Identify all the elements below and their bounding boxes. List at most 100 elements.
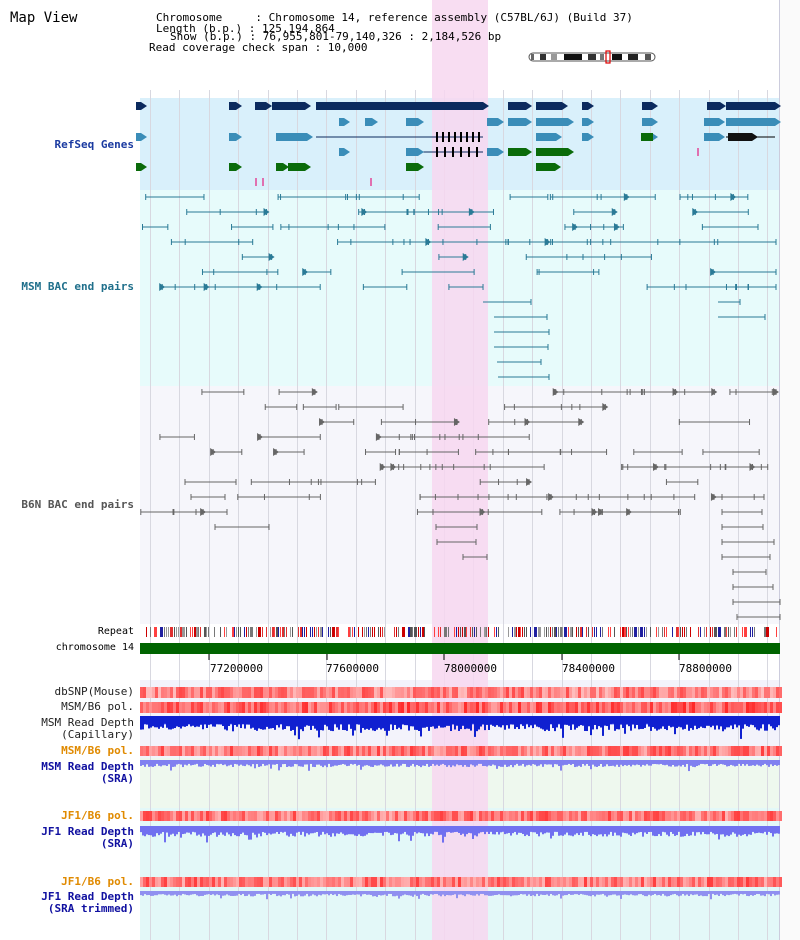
- repeat-mark: [488, 627, 489, 637]
- heat-cell: [515, 877, 518, 887]
- depth-bar: [374, 826, 376, 833]
- depth-bar: [306, 826, 308, 834]
- heat-cell: [182, 877, 185, 887]
- depth-bar: [302, 716, 304, 732]
- heat-cell: [440, 746, 443, 756]
- heat-cell: [221, 877, 224, 887]
- repeat-mark: [330, 627, 331, 637]
- depth-bar: [680, 891, 682, 896]
- depth-bar: [724, 826, 726, 837]
- depth-bar: [302, 760, 304, 767]
- bac-arrow: [263, 208, 270, 216]
- gene-block: [726, 118, 775, 126]
- depth-bar: [242, 716, 244, 724]
- depth-bar: [582, 760, 584, 764]
- depth-bar: [296, 716, 298, 727]
- bac-arrow: [598, 508, 605, 516]
- b6n-bac-track[interactable]: [140, 388, 781, 620]
- heat-cell: [479, 746, 482, 756]
- depth-bar: [266, 826, 268, 836]
- heat-cell: [158, 702, 161, 713]
- heat-cell: [425, 746, 428, 756]
- depth-bar: [534, 716, 536, 725]
- heat-cell: [767, 811, 770, 821]
- track-label-msm-bac[interactable]: MSM BAC end pairs: [21, 280, 134, 293]
- depth-bar: [744, 716, 746, 725]
- depth-bar: [742, 891, 744, 895]
- repeat-mark: [684, 627, 685, 637]
- depth-bar: [670, 716, 672, 728]
- depth-bar: [714, 891, 716, 896]
- heat-cell: [575, 811, 578, 821]
- depth-bar: [616, 891, 618, 896]
- depth-bar: [170, 760, 172, 771]
- msm-bac-track[interactable]: [141, 193, 777, 380]
- heat-cell: [380, 746, 383, 756]
- exon-mark: [472, 132, 474, 142]
- heat-cell: [569, 746, 572, 756]
- depth-bar: [700, 891, 702, 896]
- depth-bar: [452, 826, 454, 833]
- depth-bar: [252, 716, 254, 728]
- heat-cell: [290, 811, 293, 821]
- heat-cell: [644, 687, 647, 698]
- depth-bar: [434, 891, 436, 895]
- heat-cell: [146, 811, 149, 821]
- heat-cell: [560, 702, 563, 713]
- depth-bar: [226, 760, 228, 767]
- heat-cell: [218, 746, 221, 756]
- depth-bar: [214, 891, 216, 896]
- bac-arrow: [319, 418, 326, 426]
- heat-cell: [590, 702, 593, 713]
- heat-cell: [647, 811, 650, 821]
- heat-cell: [713, 746, 716, 756]
- heat-cell: [518, 702, 521, 713]
- track-label-refseq[interactable]: RefSeq Genes: [54, 138, 134, 151]
- heat-cell: [413, 687, 416, 698]
- gene-arrow: [483, 102, 489, 110]
- chromosome-bar[interactable]: [140, 643, 780, 654]
- heat-cell: [752, 702, 755, 713]
- heat-cell: [755, 746, 758, 756]
- heat-cell: [440, 811, 443, 821]
- gene-arrow: [344, 148, 350, 156]
- heat-cell: [542, 702, 545, 713]
- gene-block: [316, 102, 483, 110]
- heat-cell: [281, 877, 284, 887]
- repeat-mark: [650, 627, 651, 637]
- depth-bar: [538, 760, 540, 766]
- heat-cell: [680, 687, 683, 698]
- heat-cell: [656, 877, 659, 887]
- repeat-mark: [276, 627, 279, 637]
- depth-bar: [314, 891, 316, 896]
- repeat-track[interactable]: [146, 627, 777, 637]
- track-label-msm-depth-sra: MSM Read Depth: [41, 760, 134, 773]
- heat-cell: [323, 877, 326, 887]
- depth-tracks[interactable]: [140, 716, 780, 900]
- refseq-genes-track[interactable]: [136, 102, 781, 186]
- depth-bar: [616, 826, 618, 836]
- depth-bar: [670, 760, 672, 767]
- repeat-mark: [594, 627, 595, 637]
- heat-cell: [287, 811, 290, 821]
- depth-bar: [430, 826, 432, 834]
- heat-cell: [647, 687, 650, 698]
- heat-cell: [509, 811, 512, 821]
- heat-cell: [191, 702, 194, 713]
- repeat-mark: [728, 627, 729, 637]
- heat-cell: [299, 702, 302, 713]
- depth-bar: [494, 760, 496, 766]
- heat-cell: [359, 687, 362, 698]
- depth-bar: [660, 716, 662, 729]
- depth-bar: [190, 760, 192, 766]
- depth-bar: [618, 826, 620, 836]
- depth-bar: [480, 760, 482, 764]
- grid-line: [679, 90, 680, 940]
- heat-cell: [302, 877, 305, 887]
- track-label-b6n-bac[interactable]: B6N BAC end pairs: [21, 498, 134, 511]
- depth-bar: [516, 891, 518, 896]
- heat-cell: [587, 702, 590, 713]
- repeat-mark: [420, 627, 421, 637]
- heat-tracks[interactable]: [140, 687, 782, 887]
- heat-cell: [551, 702, 554, 713]
